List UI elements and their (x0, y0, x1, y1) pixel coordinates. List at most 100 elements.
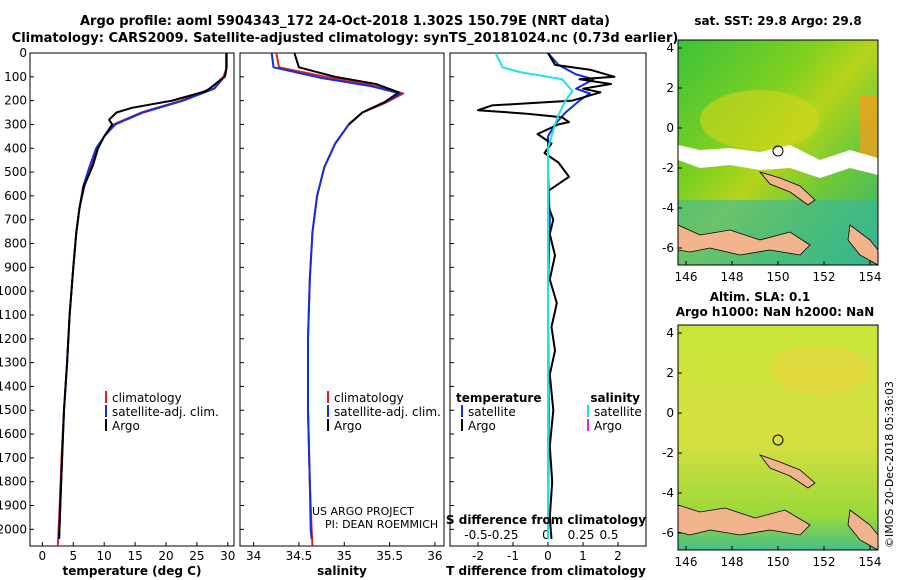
legend-sal-argo-label: Argo (594, 419, 622, 433)
depth-tick-label: 1400 (0, 379, 27, 393)
map-y-tick-label: -2 (662, 161, 674, 175)
s-tick-label: -0.5 (464, 528, 487, 542)
figure-title-line2: Climatology: CARS2009. Satellite-adjuste… (12, 31, 679, 46)
sst-map-y-axis: 4 2 0 -2 -4 -6 (662, 41, 682, 255)
temperature-x-axis: 0 5 10 15 20 25 30 (39, 542, 235, 563)
depth-tick-label: 1100 (0, 308, 27, 322)
x-tick-label: 1 (579, 549, 587, 563)
map-y-tick-label: 0 (666, 406, 674, 420)
depth-tick-label: 700 (4, 213, 27, 227)
temperature-x-label: temperature (deg C) (63, 564, 202, 578)
depth-tick-label: 900 (4, 260, 27, 274)
salinity-legend: climatology satellite-adj. clim. Argo (327, 391, 441, 433)
series-line-argo (58, 53, 228, 539)
argo-float-marker (772, 434, 784, 446)
cool-water (678, 200, 878, 265)
depth-tick-label: 1900 (0, 499, 27, 513)
depth-tick-label: 800 (4, 237, 27, 251)
s-tick-label: 0.25 (568, 528, 595, 542)
depth-tick-label: 300 (4, 117, 27, 131)
map-y-tick-label: -4 (662, 486, 674, 500)
map-x-tick-label: 150 (767, 555, 790, 569)
legend-argo-label: Argo (334, 419, 362, 433)
map-x-tick-label: 150 (767, 270, 790, 284)
series-line-salinity-satellite (494, 52, 574, 539)
series-line-argo (293, 52, 400, 126)
x-tick-label: -1 (507, 549, 519, 563)
sla-map-title-2: Argo h1000: NaN h2000: NaN (676, 305, 875, 319)
x-tick-label: 35 (337, 549, 352, 563)
map-x-tick-label: 146 (675, 270, 698, 284)
warm-patch (700, 90, 820, 150)
depth-tick-label: 1300 (0, 356, 27, 370)
figure-title-line1: Argo profile: aoml 5904343_172 24-Oct-20… (80, 14, 610, 29)
x-tick-label: 15 (127, 549, 142, 563)
land-png (678, 224, 811, 256)
x-tick-label: 0 (544, 549, 552, 563)
pi-annotation: PI: DEAN ROEMMICH (325, 518, 438, 531)
x-tick-label: 36 (427, 549, 442, 563)
legend-argo-label: Argo (112, 419, 140, 433)
depth-tick-label: 600 (4, 189, 27, 203)
depth-tick-label: 500 (4, 165, 27, 179)
depth-tick-label: 1200 (0, 332, 27, 346)
series-line-temperature-argo (477, 52, 616, 539)
map-x-tick-label: 152 (813, 555, 836, 569)
map-y-tick-label: -4 (662, 201, 674, 215)
salinity-x-axis: 34 34.5 35 35.5 36 (246, 542, 443, 563)
legend-temperature-title: temperature (456, 391, 541, 405)
legend-satellite-label: satellite-adj. clim. (112, 405, 219, 419)
map-x-tick-label: 154 (859, 555, 882, 569)
argo-float-marker (772, 145, 784, 157)
land-new-britain (758, 171, 816, 206)
x-tick-label: 20 (158, 549, 173, 563)
map-y-tick-label: -6 (662, 241, 674, 255)
sla-map: Altim. SLA: 0.1 Argo h1000: NaN h2000: N… (662, 290, 881, 569)
missing-data-band (678, 145, 878, 178)
sst-map-title: sat. SST: 29.8 Argo: 29.8 (694, 14, 861, 28)
legend-climatology-label: climatology (334, 391, 404, 405)
depth-tick-label: 1000 (0, 284, 27, 298)
map-y-tick-label: 4 (666, 41, 674, 55)
temperature-axes-frame (29, 52, 235, 547)
depth-tick-label: 200 (4, 94, 27, 108)
sla-map-title-1: Altim. SLA: 0.1 (710, 290, 811, 304)
difference-panel: -2 -1 0 1 2 -0.5 -0.25 0 0.25 0.5 T difference f… (446, 52, 647, 578)
s-tick-label: 0.5 (599, 528, 618, 542)
series-line-satellite-adj-clim- (270, 52, 402, 539)
x-tick-label: 2 (614, 549, 622, 563)
temperature-legend: climatology satellite-adj. clim. Argo (105, 391, 219, 433)
depth-tick-label: 1600 (0, 427, 27, 441)
map-x-tick-label: 154 (859, 270, 882, 284)
imos-watermark: ©IMOS 20-Dec-2018 05:36:03 (883, 381, 896, 548)
legend-temp-argo-label: Argo (468, 419, 496, 433)
depth-tick-label: 1500 (0, 403, 27, 417)
land-new-britain (758, 454, 816, 489)
map-x-tick-label: 148 (721, 270, 744, 284)
x-tick-label: 5 (69, 549, 77, 563)
salinity-panel: 34 34.5 35 35.5 36 salinity climatology sate… (239, 52, 445, 578)
depth-tick-label: 2000 (0, 522, 27, 536)
s-tick-label: -0.25 (487, 528, 518, 542)
difference-series (477, 52, 616, 539)
salinity-difference-title: S difference from climatology (446, 513, 646, 527)
legend-satellite-label: satellite-adj. clim. (334, 405, 441, 419)
x-tick-label: 34 (246, 549, 261, 563)
depth-tick-label: 1800 (0, 475, 27, 489)
depth-tick-label: 400 (4, 141, 27, 155)
legend-climatology-label: climatology (112, 391, 182, 405)
temperature-series (56, 53, 228, 547)
map-y-tick-label: -2 (662, 446, 674, 460)
sst-map: sat. SST: 29.8 Argo: 29.8 (662, 14, 881, 284)
map-y-tick-label: 2 (666, 81, 674, 95)
land-solomons (847, 509, 878, 550)
legend-sal-satellite-label: satellite (594, 405, 642, 419)
depth-tick-label: 0 (19, 46, 27, 60)
difference-x-label: T difference from climatology (446, 564, 646, 578)
salinity-axes-frame (239, 52, 445, 547)
map-x-tick-label: 146 (675, 555, 698, 569)
high-sla-patch (770, 345, 870, 395)
depth-tick-label: 1700 (0, 451, 27, 465)
map-y-tick-label: 4 (666, 326, 674, 340)
